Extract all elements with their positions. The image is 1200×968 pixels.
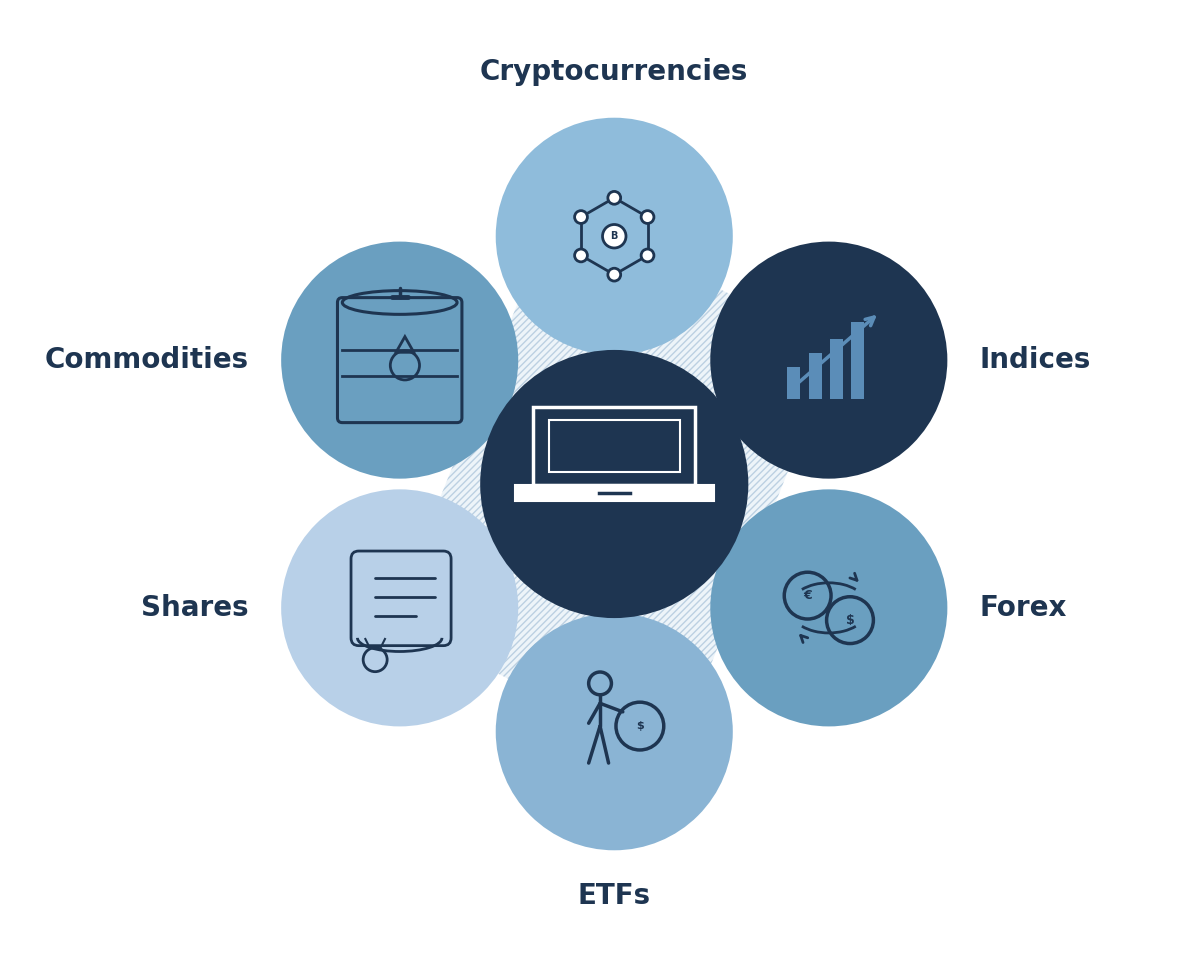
Circle shape	[575, 211, 588, 224]
Text: Shares: Shares	[142, 594, 250, 621]
Text: Commodities: Commodities	[44, 347, 250, 374]
Text: €: €	[803, 590, 812, 602]
Circle shape	[575, 249, 588, 262]
Text: Forex: Forex	[979, 594, 1067, 621]
Circle shape	[602, 225, 626, 248]
Circle shape	[480, 349, 749, 619]
Circle shape	[710, 242, 947, 478]
Circle shape	[710, 490, 947, 726]
Circle shape	[496, 118, 733, 355]
Text: $: $	[636, 721, 643, 731]
Text: Cryptocurrencies: Cryptocurrencies	[480, 58, 749, 85]
Circle shape	[281, 490, 518, 726]
Polygon shape	[809, 353, 822, 399]
Circle shape	[281, 242, 518, 478]
Polygon shape	[548, 420, 679, 472]
Text: Indices: Indices	[979, 347, 1091, 374]
Circle shape	[641, 249, 654, 262]
Polygon shape	[851, 322, 864, 399]
Circle shape	[641, 211, 654, 224]
Polygon shape	[515, 485, 714, 500]
Circle shape	[496, 613, 733, 850]
Text: ETFs: ETFs	[577, 883, 650, 910]
Polygon shape	[391, 207, 838, 761]
Circle shape	[608, 192, 620, 204]
Polygon shape	[830, 339, 844, 399]
Polygon shape	[787, 367, 800, 399]
Circle shape	[608, 268, 620, 281]
Text: B: B	[611, 231, 618, 241]
Text: $: $	[846, 614, 854, 626]
